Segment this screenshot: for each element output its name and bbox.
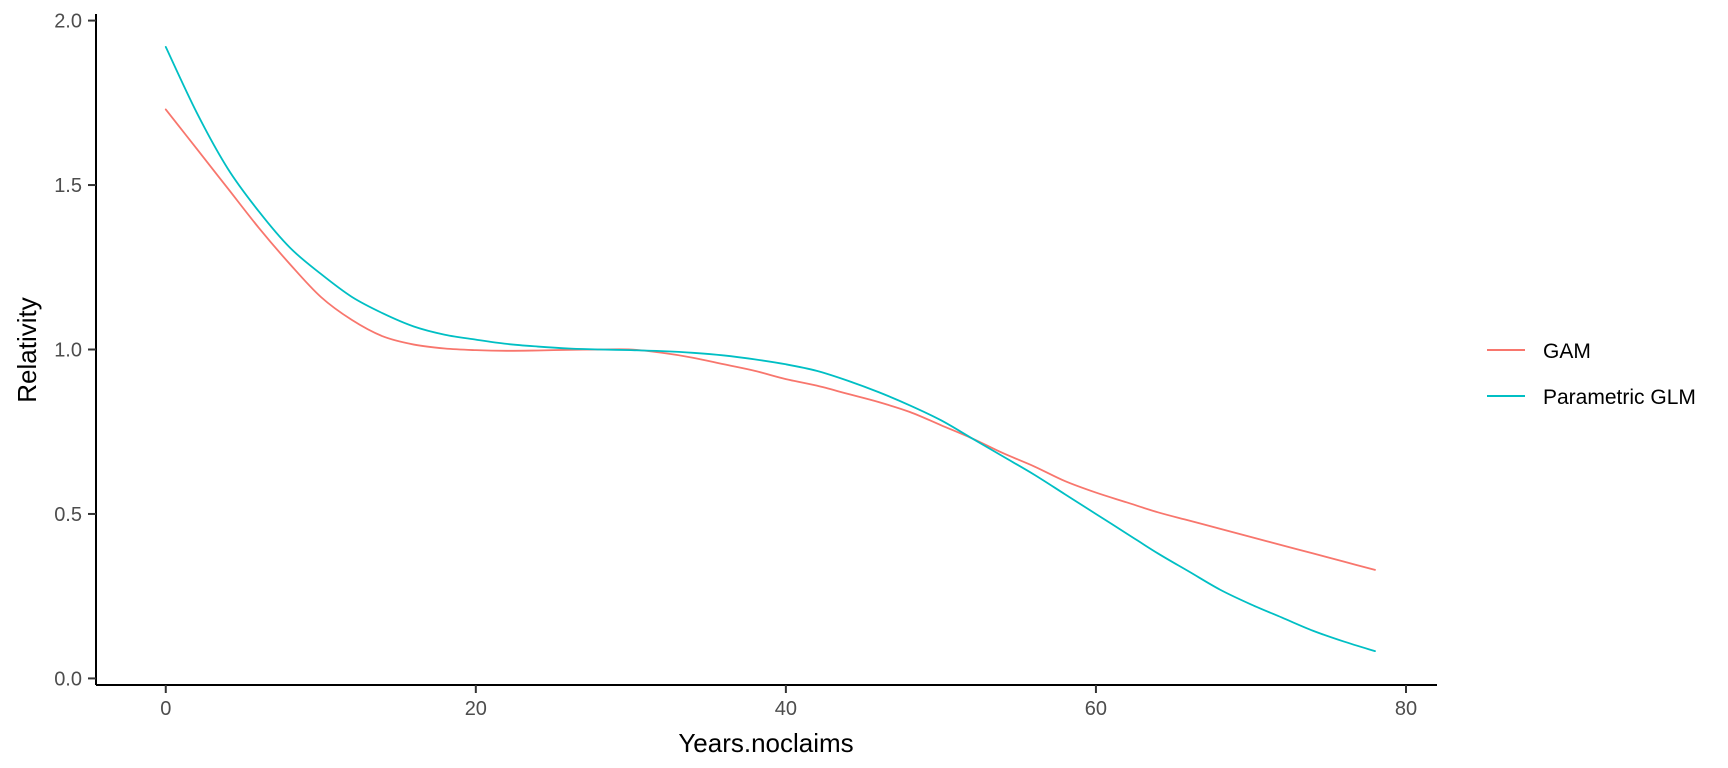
y-tick-label: 0.0 xyxy=(54,668,82,690)
legend: GAM Parametric GLM xyxy=(1487,340,1696,409)
series-lines xyxy=(166,47,1375,651)
x-axis-title: Years.noclaims xyxy=(678,728,853,758)
x-tick-label: 60 xyxy=(1085,698,1107,720)
y-tick-label: 1.5 xyxy=(54,175,82,197)
x-tick-label: 20 xyxy=(465,698,487,720)
y-tick-label: 0.5 xyxy=(54,504,82,526)
x-axis-ticks: 0 20 40 60 80 xyxy=(160,685,1417,720)
series-line-parametric-glm xyxy=(166,47,1375,651)
x-tick-label: 40 xyxy=(775,698,797,720)
x-tick-label: 0 xyxy=(160,698,171,720)
legend-item-parametric-glm: Parametric GLM xyxy=(1487,386,1696,409)
y-axis-title: Relativity xyxy=(12,297,42,402)
legend-label-parametric-glm: Parametric GLM xyxy=(1543,386,1696,409)
legend-item-gam: GAM xyxy=(1487,340,1591,363)
x-tick-label: 80 xyxy=(1395,698,1417,720)
y-tick-label: 2.0 xyxy=(54,11,82,33)
y-axis-ticks: 0.0 0.5 1.0 1.5 2.0 xyxy=(54,11,96,691)
y-tick-label: 1.0 xyxy=(54,340,82,362)
legend-label-gam: GAM xyxy=(1543,340,1591,363)
series-line-gam xyxy=(166,109,1375,569)
